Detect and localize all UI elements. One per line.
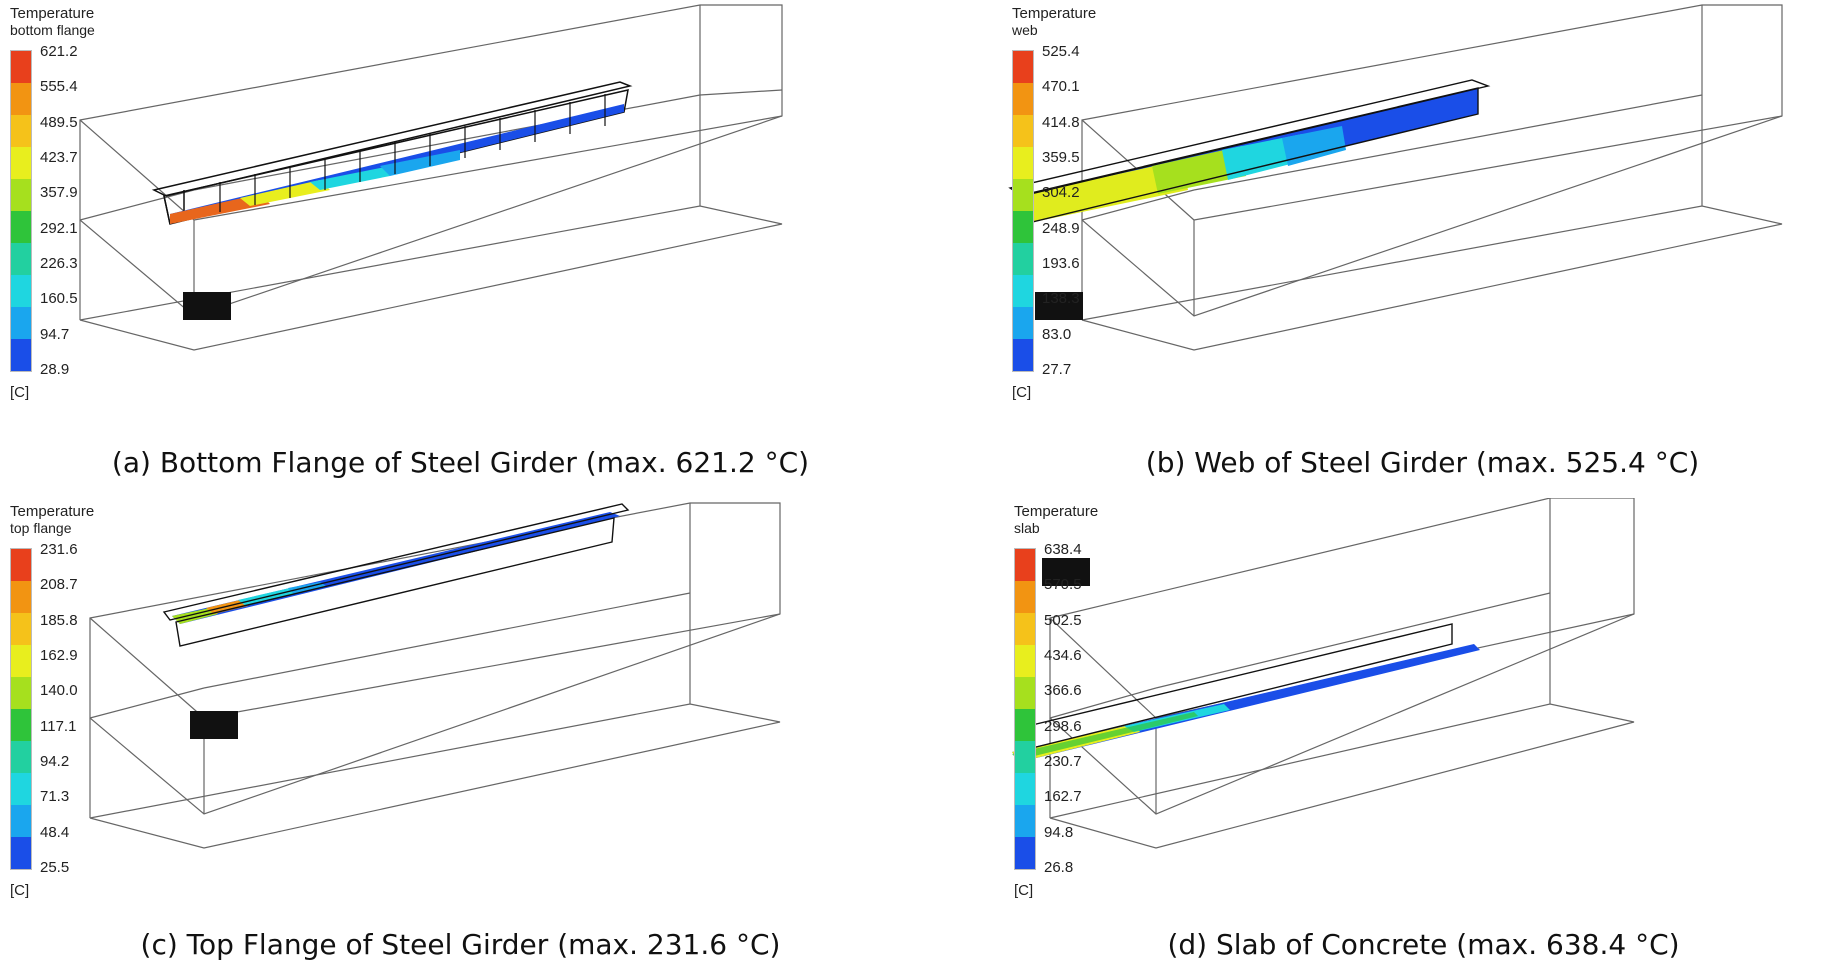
tick-label: 525.4 [1042,43,1080,60]
tick-label: 638.4 [1044,541,1082,558]
caption-a: (a) Bottom Flange of Steel Girder (max. … [111,446,810,479]
tick-label: 230.7 [1044,752,1082,770]
colorbar [1012,50,1034,372]
colorbar-ticks: 525.4 470.1 414.8 359.5 304.2 248.9 193.… [1042,44,1080,378]
tick-label: 470.1 [1042,78,1080,96]
tick-label: 26.8 [1044,858,1074,876]
tick-label: 162.7 [1044,788,1082,806]
tick-label: 621.2 [40,43,78,60]
tick-label: 117.1 [40,717,77,735]
tick-label: 94.2 [40,752,70,770]
tick-label: 292.1 [40,219,78,237]
tick-label: 71.3 [40,788,70,806]
tick-label: 94.8 [1044,823,1074,841]
panel-web: Temperature web 525.4 470.1 414.8 359.5 … [1002,0,1843,482]
tick-label: 138.3 [1042,290,1080,308]
unit-label: [C] [10,384,30,401]
colorbar-ticks: 638.4 570.5 502.5 434.6 366.6 298.6 230.… [1044,542,1082,876]
tick-label: 208.7 [40,576,78,594]
tick-label: 359.5 [1042,148,1080,166]
legend-title: Temperature slab [1014,503,1099,537]
tick-label: 226.3 [40,254,78,272]
tick-label: 25.5 [40,858,70,876]
scene-top-flange [89,502,781,849]
tick-label: 366.6 [1044,682,1082,700]
colorbar [10,50,32,372]
tick-label: 160.5 [40,290,78,308]
tick-label: 162.9 [40,646,78,664]
unit-label: [C] [1014,882,1034,899]
tick-label: 231.6 [40,541,78,558]
tick-label: 27.7 [1042,360,1072,378]
caption-d: (d) Slab of Concrete (max. 638.4 °C) [1167,928,1680,961]
tick-label: 423.7 [40,148,78,166]
legend-title: Temperature bottom flange [10,5,95,39]
tick-label: 140.0 [40,682,78,700]
caption-c: (c) Top Flange of Steel Girder (max. 231… [140,928,781,961]
caption-b: (b) Web of Steel Girder (max. 525.4 °C) [1145,446,1700,479]
tick-label: 434.6 [1044,646,1082,664]
burner-icon [1035,292,1083,320]
tick-label: 304.2 [1042,184,1080,202]
burner-icon [190,711,238,739]
colorbar-ticks: 231.6 208.7 185.8 162.9 140.0 117.1 94.2… [40,542,78,876]
scene-web [1008,4,1783,351]
tick-label: 414.8 [1042,113,1080,131]
scene-bottom-flange [79,4,783,351]
unit-label: [C] [10,882,30,899]
burner-icon [183,292,231,320]
tick-label: 48.4 [40,823,70,841]
legend-title: Temperature top flange [10,503,95,537]
tick-label: 489.5 [40,113,78,131]
tick-label: 193.6 [1042,254,1080,272]
panel-bottom-flange: Temperature bottom flange 621.2 555.4 48… [0,0,921,482]
scene-slab [1012,498,1635,849]
burner-icon [1042,558,1090,586]
legend-title: Temperature web [1012,5,1097,39]
tick-label: 357.9 [40,184,78,202]
tick-label: 570.5 [1044,576,1082,594]
tick-label: 28.9 [40,360,70,378]
colorbar [1014,548,1036,870]
tick-label: 502.5 [1044,611,1082,629]
colorbar-ticks: 621.2 555.4 489.5 423.7 357.9 292.1 226.… [40,44,78,378]
tick-label: 298.6 [1044,717,1082,735]
colorbar [10,548,32,870]
tick-label: 94.7 [40,325,70,343]
panel-top-flange: Temperature top flange 231.6 208.7 185.8… [0,498,921,980]
tick-label: 83.0 [1042,325,1072,343]
tick-label: 248.9 [1042,219,1080,237]
tick-label: 555.4 [40,78,78,96]
tick-label: 185.8 [40,611,78,629]
unit-label: [C] [1012,384,1032,401]
panel-slab: Temperature slab 638.4 570.5 502.5 434.6… [1004,498,1843,980]
